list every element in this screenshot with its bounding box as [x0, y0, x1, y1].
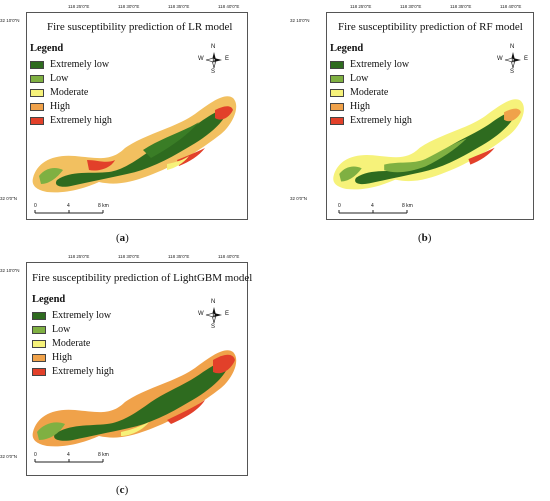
- legend-item-extremely-low: Extremely low: [32, 310, 111, 321]
- lon-tick: 118 25'0"E: [350, 4, 372, 9]
- legend-title: Legend: [330, 43, 364, 54]
- legend-item-extremely-low: Extremely low: [30, 59, 109, 70]
- lon-tick: 118 30'0"E: [118, 254, 140, 259]
- lat-tick: 32 10'0"N: [0, 268, 20, 273]
- legend-title: Legend: [32, 294, 66, 305]
- lat-tick: 32 0'0"N: [0, 454, 17, 459]
- legend-item-high: High: [330, 101, 370, 112]
- swatch: [330, 88, 344, 97]
- lon-tick: 118 25'0"E: [68, 254, 90, 259]
- lon-tick: 118 35'0"E: [450, 4, 472, 9]
- panel-caption: (c): [116, 484, 129, 496]
- legend-item-extremely-high: Extremely high: [32, 366, 114, 377]
- swatch: [330, 60, 344, 69]
- swatch: [330, 102, 344, 111]
- north-arrow-icon: N S W E: [198, 44, 230, 75]
- legend-item-moderate: Moderate: [32, 338, 90, 349]
- swatch: [32, 339, 46, 348]
- lon-tick: 118 30'0"E: [118, 4, 140, 9]
- legend-item-high: High: [30, 101, 70, 112]
- panel-lightgbm: 118 25'0"E 118 30'0"E 118 35'0"E 118 40'…: [0, 252, 260, 501]
- lon-tick: 118 30'0"E: [400, 4, 422, 9]
- scale-bar: 0 4 8 km: [34, 203, 109, 214]
- lon-tick: 118 25'0"E: [68, 4, 90, 9]
- susceptibility-map: [32, 350, 237, 447]
- legend-item-high: High: [32, 352, 72, 363]
- lon-tick: 118 40'0"E: [218, 4, 240, 9]
- lon-tick: 118 35'0"E: [168, 254, 190, 259]
- panel-title: Fire susceptibility prediction of RF mod…: [338, 21, 523, 33]
- swatch: [30, 60, 44, 69]
- susceptibility-map: [32, 96, 237, 193]
- legend-title: Legend: [30, 43, 64, 54]
- swatch: [30, 74, 44, 83]
- swatch: [32, 311, 46, 320]
- legend-item-extremely-low: Extremely low: [330, 59, 409, 70]
- swatch: [32, 353, 46, 362]
- lat-tick: 32 0'0"N: [0, 196, 17, 201]
- swatch: [330, 116, 344, 125]
- panel-caption: (b): [418, 232, 432, 244]
- legend-item-extremely-high: Extremely high: [330, 115, 412, 126]
- lon-tick: 118 40'0"E: [218, 254, 240, 259]
- lon-tick: 118 40'0"E: [500, 4, 522, 9]
- lat-tick: 32 10'0"N: [290, 18, 310, 23]
- legend-item-moderate: Moderate: [330, 87, 388, 98]
- panel-caption: (a): [116, 232, 129, 244]
- north-arrow-icon: N S W E: [198, 299, 230, 330]
- lat-tick: 32 0'0"N: [290, 196, 307, 201]
- legend-item-low: Low: [330, 73, 368, 84]
- swatch: [30, 116, 44, 125]
- north-arrow-icon: N S W E: [497, 44, 529, 75]
- legend-item-extremely-high: Extremely high: [30, 115, 112, 126]
- swatch: [30, 102, 44, 111]
- lon-tick: 118 35'0"E: [168, 4, 190, 9]
- swatch: [330, 74, 344, 83]
- swatch: [30, 88, 44, 97]
- swatch: [32, 325, 46, 334]
- panel-lr: 118 25'0"E 118 30'0"E 118 35'0"E 118 40'…: [0, 0, 260, 250]
- lat-tick: 32 10'0"N: [0, 18, 20, 23]
- scale-bar: 0 4 8 km: [338, 203, 413, 214]
- panel-title: Fire susceptibility prediction of LR mod…: [47, 21, 233, 33]
- legend-item-moderate: Moderate: [30, 87, 88, 98]
- panel-rf: 118 25'0"E 118 30'0"E 118 35'0"E 118 40'…: [290, 0, 550, 250]
- legend-item-low: Low: [30, 73, 68, 84]
- susceptibility-map: [333, 99, 524, 190]
- panel-title: Fire susceptibility prediction of LightG…: [32, 272, 253, 284]
- swatch: [32, 367, 46, 376]
- scale-bar: 0 4 8 km: [34, 452, 109, 463]
- legend-item-low: Low: [32, 324, 70, 335]
